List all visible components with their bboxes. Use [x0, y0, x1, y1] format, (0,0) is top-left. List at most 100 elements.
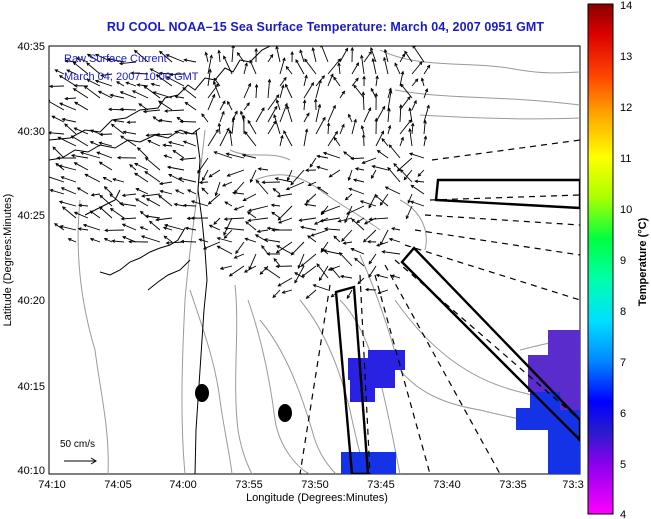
current-vector-head — [73, 211, 78, 215]
current-vector — [209, 169, 221, 178]
legend-date: March 04, 2007 10:00 GMT — [64, 71, 199, 83]
current-vector-head — [381, 105, 386, 110]
current-vector — [207, 83, 219, 99]
current-vector — [126, 81, 137, 87]
current-vector — [159, 181, 173, 185]
current-vector-head — [316, 263, 320, 268]
current-vector — [327, 74, 334, 87]
current-vector — [87, 79, 101, 87]
current-vector-head — [368, 260, 373, 265]
current-vector — [223, 217, 233, 236]
current-vector-head — [276, 245, 281, 249]
current-vector-head — [409, 200, 414, 205]
current-vector-head — [359, 200, 364, 204]
current-vector-head — [396, 168, 401, 172]
current-vector-head — [337, 62, 341, 67]
current-vector — [60, 225, 77, 231]
current-vector — [213, 217, 221, 225]
current-vector-head — [375, 273, 380, 278]
current-vector-head — [354, 167, 359, 171]
current-vector — [301, 253, 317, 267]
current-vector-head — [376, 149, 381, 154]
current-vector — [172, 150, 185, 159]
current-vector-head — [58, 75, 63, 79]
current-vector-head — [176, 116, 181, 121]
current-vector-head — [327, 267, 332, 271]
current-vector — [73, 61, 89, 75]
current-vector-head — [208, 68, 212, 73]
current-vector-head — [179, 157, 184, 162]
legend-raw-surface-current: Raw Surface Current — [64, 53, 167, 65]
current-vector-head — [64, 96, 69, 101]
current-vector-head — [249, 179, 254, 184]
current-vector — [232, 192, 245, 195]
current-vector-head — [152, 116, 157, 120]
current-vector-head — [290, 181, 294, 186]
current-vector-head — [341, 123, 345, 128]
current-vector — [267, 94, 280, 111]
current-vector-head — [307, 235, 311, 239]
current-vector-head — [76, 187, 81, 191]
current-vector — [223, 56, 233, 75]
current-vector-head — [125, 81, 130, 85]
current-vector — [276, 245, 293, 255]
current-vector-head — [298, 218, 303, 222]
current-vector — [243, 102, 250, 111]
current-vector-head — [131, 90, 136, 94]
current-vector — [267, 120, 277, 135]
current-vector-head — [321, 75, 325, 79]
colorbar-ticks: 14 13 12 11 10 9 8 7 6 5 4 — [620, 0, 632, 519]
current-vector-head — [58, 200, 63, 204]
current-vector-head — [332, 104, 336, 109]
current-vector — [231, 46, 234, 63]
current-vector-head — [247, 82, 251, 87]
current-vector-head — [381, 137, 385, 142]
current-vector — [145, 215, 161, 219]
current-vector-head — [363, 221, 368, 225]
current-vector — [391, 227, 401, 231]
current-vector-head — [368, 204, 372, 209]
mooring-dot — [278, 404, 292, 422]
current-vector-head — [388, 144, 393, 148]
current-vector-head — [158, 194, 162, 199]
current-vector-head — [290, 251, 295, 256]
current-vector-head — [361, 160, 366, 164]
current-vector-head — [208, 173, 213, 178]
current-vector — [407, 193, 413, 203]
current-vector — [235, 241, 245, 254]
current-vector — [351, 157, 365, 160]
current-vector-head — [234, 110, 238, 115]
current-vector-head — [110, 123, 115, 128]
current-vector-head — [269, 53, 274, 58]
current-vector-head — [187, 189, 191, 193]
current-vector-head — [77, 227, 82, 231]
current-vector-head — [53, 223, 58, 227]
current-vector-head — [182, 203, 187, 208]
current-vector — [267, 54, 274, 63]
current-vector — [279, 135, 283, 147]
current-vector — [129, 164, 137, 171]
current-vector — [175, 95, 185, 99]
current-vector — [203, 241, 221, 250]
current-vector-head — [246, 102, 250, 107]
current-vector — [137, 147, 149, 159]
current-vector — [220, 265, 233, 270]
current-vector-head — [273, 113, 277, 118]
current-vector — [245, 221, 257, 231]
current-vector — [137, 84, 149, 87]
x-tick-label: 73:3 — [562, 479, 583, 491]
current-vector-head — [294, 279, 298, 284]
current-vector — [243, 193, 257, 201]
current-vector-head — [275, 46, 279, 50]
current-vector-head — [118, 61, 123, 66]
current-vector-head — [169, 72, 174, 77]
current-vector — [164, 109, 185, 112]
current-vector-head — [244, 130, 248, 135]
current-vectors — [49, 46, 431, 300]
current-vector — [227, 169, 245, 177]
current-vector-head — [232, 191, 236, 195]
current-vector — [315, 104, 321, 123]
current-vector-head — [204, 51, 209, 56]
current-vector — [187, 189, 197, 195]
current-vector — [369, 217, 389, 220]
